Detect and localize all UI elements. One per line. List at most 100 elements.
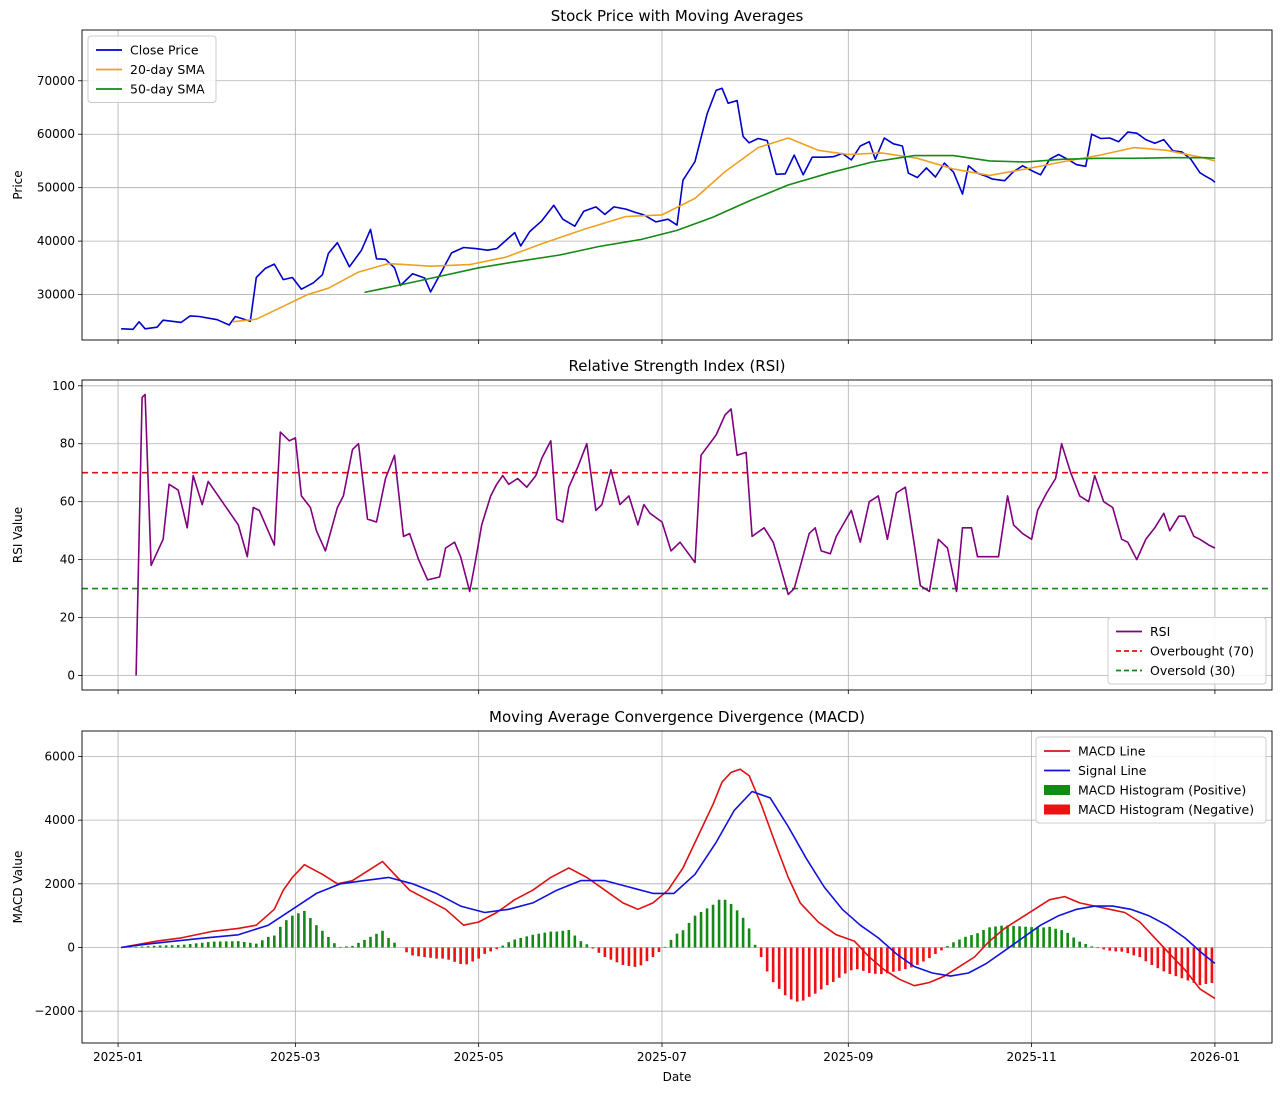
legend-label: RSI <box>1150 624 1170 639</box>
histogram-bar-positive <box>153 946 156 948</box>
histogram-bar-negative <box>604 947 607 957</box>
y-axis-label: Price <box>11 170 25 199</box>
y-tick-label: 80 <box>60 437 75 451</box>
y-tick-label: 40000 <box>37 234 75 248</box>
histogram-bar-positive <box>195 943 198 947</box>
histogram-bar-positive <box>976 933 979 947</box>
histogram-bar-positive <box>303 911 306 948</box>
histogram-bar-negative <box>802 947 805 1000</box>
histogram-bar-positive <box>165 945 168 947</box>
histogram-bar-positive <box>321 931 324 948</box>
histogram-bar-negative <box>616 947 619 962</box>
histogram-bar-negative <box>850 947 853 970</box>
histogram-bar-positive <box>754 945 757 948</box>
histogram-bar-positive <box>501 946 504 948</box>
chart-title: Stock Price with Moving Averages <box>551 7 804 25</box>
y-tick-label: 60000 <box>37 127 75 141</box>
histogram-bar-negative <box>477 947 480 958</box>
histogram-bar-positive <box>724 900 727 948</box>
legend-label: Oversold (30) <box>1150 663 1235 678</box>
histogram-bar-positive <box>339 947 342 948</box>
y-tick-label: 70000 <box>37 74 75 88</box>
histogram-bar-negative <box>766 947 769 971</box>
histogram-bar-positive <box>670 940 673 948</box>
histogram-bar-positive <box>664 947 667 948</box>
histogram-bar-positive <box>207 942 210 947</box>
histogram-bar-positive <box>159 946 162 948</box>
histogram-bar-negative <box>628 947 631 965</box>
histogram-bar-positive <box>279 927 282 948</box>
histogram-bar-negative <box>634 947 637 966</box>
histogram-bar-negative <box>838 947 841 977</box>
histogram-bar-negative <box>832 947 835 981</box>
histogram-bar-negative <box>928 947 931 958</box>
x-tick-label: 2025-01 <box>93 1050 143 1064</box>
legend-label: Overbought (70) <box>1150 644 1254 659</box>
x-axis-label: Date <box>663 1070 692 1084</box>
x-tick-label: 2025-05 <box>454 1050 504 1064</box>
histogram-bar-negative <box>868 947 871 972</box>
x-tick-label: 2026-01 <box>1190 1050 1240 1064</box>
histogram-bar-negative <box>429 947 432 957</box>
histogram-bar-negative <box>483 947 486 953</box>
histogram-bar-negative <box>1138 947 1141 957</box>
histogram-bar-positive <box>171 945 174 947</box>
histogram-bar-negative <box>405 947 408 952</box>
histogram-bar-negative <box>1144 947 1147 961</box>
histogram-bar-negative <box>1169 947 1172 974</box>
histogram-bar-negative <box>1205 947 1208 983</box>
histogram-bar-negative <box>1193 947 1196 982</box>
histogram-bar-positive <box>688 923 691 948</box>
histogram-bar-positive <box>712 905 715 948</box>
histogram-bar-positive <box>706 908 709 947</box>
histogram-bar-positive <box>537 934 540 948</box>
histogram-bar-positive <box>1006 925 1009 947</box>
histogram-bar-positive <box>736 910 739 947</box>
y-tick-label: 60 <box>60 495 75 509</box>
histogram-bar-negative <box>1108 947 1111 950</box>
histogram-bar-positive <box>676 934 679 948</box>
histogram-bar-positive <box>291 916 294 948</box>
histogram-bar-positive <box>273 936 276 948</box>
histogram-bar-positive <box>742 918 745 948</box>
histogram-bar-negative <box>640 947 643 965</box>
histogram-bar-positive <box>285 920 288 947</box>
histogram-bar-positive <box>231 941 234 947</box>
histogram-bar-positive <box>387 938 390 948</box>
histogram-bar-positive <box>513 940 516 948</box>
histogram-bar-negative <box>1199 947 1202 985</box>
histogram-bar-positive <box>700 912 703 947</box>
y-tick-label: 40 <box>60 553 75 567</box>
legend-swatch <box>1044 785 1070 795</box>
histogram-bar-negative <box>940 947 943 950</box>
histogram-bar-positive <box>1018 926 1021 947</box>
histogram-bar-positive <box>201 943 204 948</box>
x-tick-label: 2025-07 <box>637 1050 687 1064</box>
histogram-bar-positive <box>958 940 961 948</box>
histogram-bar-negative <box>598 947 601 952</box>
histogram-bar-negative <box>1132 947 1135 955</box>
histogram-bar-positive <box>1072 938 1075 948</box>
histogram-bar-positive <box>1042 927 1045 947</box>
histogram-bar-negative <box>826 947 829 985</box>
histogram-bar-positive <box>531 935 534 948</box>
histogram-bar-negative <box>814 947 817 993</box>
histogram-bar-positive <box>147 946 150 947</box>
legend-label: Signal Line <box>1078 763 1147 778</box>
histogram-bar-negative <box>886 947 889 973</box>
histogram-bar-positive <box>255 944 258 948</box>
histogram-bar-positive <box>177 945 180 947</box>
histogram-bar-positive <box>363 940 366 948</box>
x-tick-label: 2025-11 <box>1007 1050 1057 1064</box>
histogram-bar-positive <box>952 942 955 947</box>
histogram-bar-positive <box>141 947 144 948</box>
histogram-bar-negative <box>459 947 462 963</box>
histogram-bar-negative <box>441 947 444 958</box>
histogram-bar-positive <box>261 940 264 947</box>
legend: RSI Overbought (70) Oversold (30) <box>1108 618 1266 685</box>
histogram-bar-positive <box>568 930 571 948</box>
histogram-bar-positive <box>555 932 558 948</box>
y-tick-label: −2000 <box>34 1004 75 1018</box>
